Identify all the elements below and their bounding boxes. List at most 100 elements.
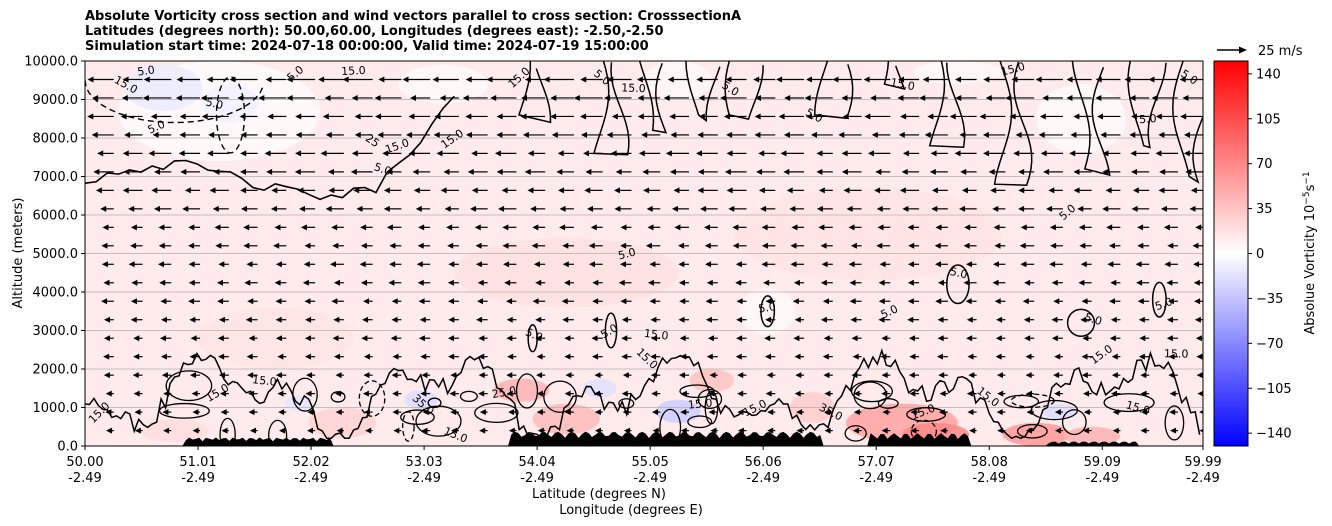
wind-vector-449 <box>705 261 718 268</box>
wind-vector-569 <box>879 261 891 268</box>
wind-vector-779 <box>1148 76 1178 83</box>
wind-vector-357 <box>550 113 574 120</box>
wind-vector-66 <box>160 316 172 323</box>
wind-vector-796 <box>1184 131 1203 138</box>
wind-vector-33 <box>95 187 114 194</box>
wind-vector-273 <box>440 187 459 194</box>
field-patch-13 <box>689 369 735 393</box>
wind-vector-4 <box>76 354 85 360</box>
x-axis-label-longitude: Longitude (degrees E) <box>559 503 703 518</box>
wind-vector-269 <box>448 261 459 268</box>
terrain <box>85 431 1203 446</box>
wind-vector-271 <box>446 224 459 231</box>
wind-vector-557 <box>842 113 862 120</box>
y-tick-label-3: 3000.0 <box>33 324 79 339</box>
field-patch-11 <box>493 378 550 402</box>
wind-vector-128 <box>244 279 258 286</box>
wind-vector-59 <box>122 76 143 83</box>
contour-mid-3 <box>1066 308 1096 338</box>
x-tick-lat-9: 59.09 <box>1084 455 1121 470</box>
wind-vector-437 <box>669 113 689 120</box>
wind-vector-95 <box>178 150 201 157</box>
y-axis-label: Altitude (meters) <box>11 198 26 309</box>
wind-vector-424 <box>680 353 689 360</box>
wind-vector-344 <box>564 353 574 360</box>
wind-vector-445 <box>707 335 718 342</box>
wind-vector-503 <box>795 372 805 379</box>
field-patch-20 <box>140 419 209 443</box>
x-tick-lon-4: -2.49 <box>520 471 554 486</box>
wind-vector-227 <box>391 298 402 305</box>
wind-vector-507 <box>792 298 805 305</box>
wind-vector-278 <box>439 94 459 101</box>
wind-vector-136 <box>240 131 258 138</box>
contour-mid-0 <box>604 312 618 349</box>
wind-vector-133 <box>240 187 258 194</box>
wind-vector-309 <box>503 261 517 268</box>
wind-vector-0 <box>77 428 85 434</box>
wind-vector-545 <box>851 335 862 342</box>
wind-vector-190 <box>332 242 344 249</box>
wind-vector-625 <box>966 335 977 342</box>
field-patch-10 <box>196 307 354 370</box>
wind-vector-120 <box>249 427 258 434</box>
wind-vector-648 <box>992 279 1006 286</box>
wind-vector-148 <box>274 279 287 286</box>
wind-vector-355 <box>557 150 574 157</box>
wind-vector-295 <box>471 150 488 157</box>
wind-vector-212 <box>356 205 373 212</box>
wind-vector-243 <box>421 372 431 379</box>
wind-vector-238 <box>374 94 402 101</box>
wind-vector-363 <box>594 372 603 379</box>
wind-vector-579 <box>863 76 891 83</box>
wind-vector-722 <box>1110 390 1121 397</box>
contour-low-3 <box>906 407 947 422</box>
wind-vector-408 <box>647 279 661 286</box>
wind-vector-692 <box>1046 205 1063 212</box>
wind-vector-532 <box>816 205 833 212</box>
wind-vector-695 <box>1040 150 1063 157</box>
wind-vector-377 <box>580 113 603 120</box>
wind-vector-574 <box>875 168 891 175</box>
wind-vector-462 <box>737 390 747 397</box>
wind-vector-275 <box>436 150 459 157</box>
wind-vector-746 <box>1138 316 1150 323</box>
wind-vector-281 <box>479 409 488 416</box>
field-patch-12 <box>532 403 600 435</box>
wind-vector-412 <box>646 205 661 212</box>
wind-vector-458 <box>698 94 718 101</box>
wind-vector-595 <box>902 150 920 157</box>
wind-vector-631 <box>964 224 977 231</box>
wind-vector-45 <box>133 335 143 342</box>
wind-vector-602 <box>939 390 948 397</box>
contour-upper-8 <box>993 61 1033 186</box>
wind-vector-431 <box>674 224 689 231</box>
wind-vector-333 <box>527 187 546 194</box>
wind-vector-773 <box>1158 187 1178 194</box>
wind-vector-97 <box>179 113 201 120</box>
x-tick-lat-0: 50.00 <box>66 455 103 470</box>
contour-label-6: 15.0 <box>341 64 366 78</box>
wind-vector-200 <box>365 427 373 434</box>
wind-vector-618 <box>919 94 948 101</box>
wind-vector-524 <box>822 353 833 360</box>
contour-label-7: 25 <box>363 132 382 151</box>
wind-vector-89 <box>188 261 201 268</box>
wind-vector-99 <box>176 76 201 83</box>
wind-vector-768 <box>1166 279 1178 286</box>
wind-vector-750 <box>1137 242 1150 249</box>
wind-vector-223 <box>391 372 402 379</box>
wind-vector-392 <box>614 205 632 212</box>
wind-vector-489 <box>761 261 776 268</box>
wind-vector-220 <box>393 427 402 434</box>
wind-vector-402 <box>651 390 661 397</box>
contour-low-19 <box>1003 394 1040 409</box>
wind-vector-539 <box>806 76 833 83</box>
wind-vector-83 <box>189 372 201 379</box>
wind-vector-160 <box>307 427 316 434</box>
wind-vector-171 <box>300 224 316 231</box>
wind-vector-55 <box>122 150 143 157</box>
wind-vector-87 <box>188 298 201 305</box>
wind-vector-607 <box>935 298 948 305</box>
wind-vector-130 <box>243 242 258 249</box>
